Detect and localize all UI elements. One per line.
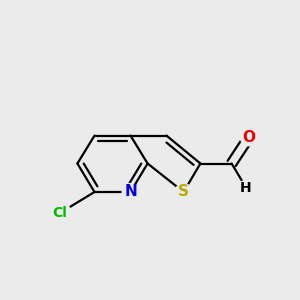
Circle shape	[122, 184, 139, 200]
Text: Cl: Cl	[52, 206, 68, 220]
Text: O: O	[242, 130, 255, 146]
Text: H: H	[240, 181, 252, 194]
Text: N: N	[124, 184, 137, 200]
Circle shape	[241, 130, 256, 146]
Circle shape	[239, 180, 253, 195]
Circle shape	[49, 202, 71, 224]
Circle shape	[175, 184, 192, 200]
Text: S: S	[178, 184, 189, 200]
